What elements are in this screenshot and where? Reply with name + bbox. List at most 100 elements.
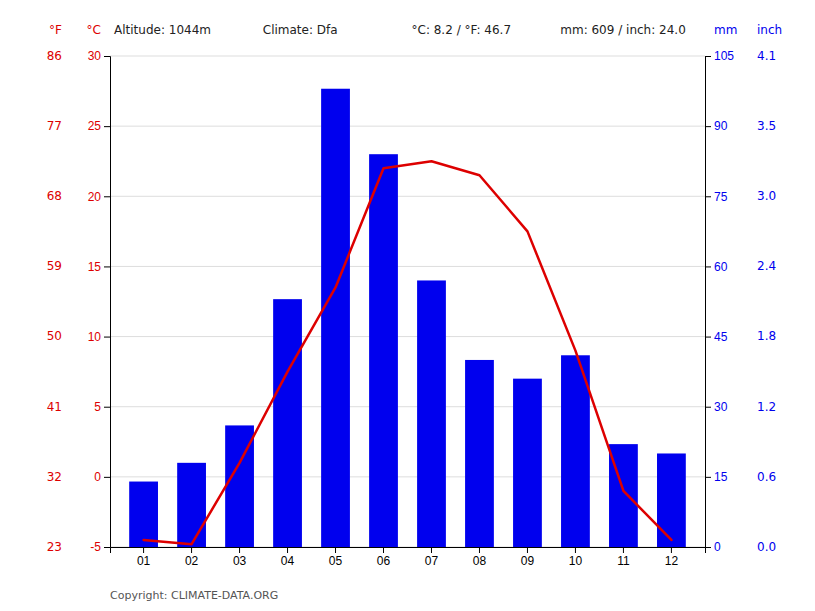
tick: 15: [88, 260, 110, 274]
tick-mark: [705, 126, 711, 127]
tick-mark: [705, 477, 711, 478]
bar: [321, 89, 350, 547]
annotation: Altitude: 1044m: [114, 23, 211, 37]
line: [144, 161, 672, 544]
tick: 90: [705, 119, 728, 133]
tick-label: 10: [569, 554, 583, 568]
tick-label: 45: [714, 330, 728, 344]
tick: 03: [233, 547, 247, 568]
grid-line: [110, 196, 705, 197]
bar: [561, 355, 590, 547]
bar: [513, 379, 542, 547]
tick-mark: [671, 547, 672, 553]
bar: [273, 299, 302, 547]
tick-label: 2.4: [757, 259, 776, 273]
annotation: mm: 609 / inch: 24.0: [560, 23, 686, 37]
tick-mark: [104, 547, 110, 548]
tick-label: 04: [281, 554, 295, 568]
tick: 45: [705, 330, 728, 344]
tick-label: 1.8: [757, 329, 776, 343]
tick: 105: [705, 49, 734, 63]
tick: 75: [705, 190, 728, 204]
tick-label: 30: [88, 49, 102, 63]
tick-label: 07: [425, 554, 439, 568]
tick-label: 90: [714, 119, 728, 133]
bar: [177, 463, 206, 547]
tick-mark: [705, 56, 711, 57]
tick-mark: [705, 337, 711, 338]
tick-label: 08: [473, 554, 487, 568]
footer: Copyright: CLIMATE-DATA.ORG: [110, 589, 278, 602]
tick-label: 03: [233, 554, 247, 568]
axis-line: [706, 57, 712, 548]
annotation: °C: 8.2 / °F: 46.7: [412, 23, 512, 37]
tick-label: 5: [94, 400, 101, 414]
tick: 11: [617, 547, 630, 568]
bars: [129, 89, 686, 547]
tick-label: 105: [714, 49, 734, 63]
plot: 010203040506070809101112-505101520253001…: [47, 49, 776, 568]
tick: 5: [94, 400, 110, 414]
tick-mark: [104, 196, 110, 197]
axis-unit: mm: [714, 23, 737, 37]
tick-label: 30: [714, 400, 728, 414]
tick: 12: [665, 547, 679, 568]
tick: 01: [137, 547, 151, 568]
tick-label: 77: [47, 119, 62, 133]
axis-unit: °C: [87, 23, 101, 37]
tick-mark: [705, 266, 711, 267]
tick-mark: [705, 196, 711, 197]
tick: 05: [329, 547, 343, 568]
axis-line: [104, 57, 111, 548]
tick-mark: [623, 547, 624, 553]
tick-label: 3.5: [757, 119, 776, 133]
tick-label: 25: [88, 119, 102, 133]
grid-line: [110, 266, 705, 267]
tick-label: 15: [714, 470, 728, 484]
tick-label: 12: [665, 554, 679, 568]
tick: 04: [281, 547, 295, 568]
tick: 06: [377, 547, 391, 568]
tick-mark: [705, 547, 711, 548]
y2-axis: 0153045607590105: [705, 49, 734, 554]
tick: 02: [185, 547, 199, 568]
tick-mark: [431, 547, 432, 553]
tick-mark: [527, 547, 528, 553]
x-axis: 01 02 03 04 05 06 07 08 09 10 11 12: [111, 547, 706, 568]
tick-label: 09: [521, 554, 535, 568]
tick-mark: [287, 547, 288, 553]
tick-label: 23: [47, 540, 62, 554]
tick-label: 32: [47, 470, 62, 484]
tick-label: 0.6: [757, 470, 776, 484]
grid-line: [110, 56, 705, 57]
tick-label: 75: [714, 190, 728, 204]
grid-line: [110, 126, 705, 127]
grid-line: [110, 336, 705, 337]
tick-label: 10: [88, 330, 102, 344]
tick: 10: [88, 330, 110, 344]
tick-label: 0: [94, 470, 101, 484]
tick-mark: [383, 547, 384, 553]
tick-label: 05: [329, 554, 343, 568]
grid: [110, 56, 705, 547]
axis-line: [111, 548, 706, 554]
y2-secondary-labels: 0.00.61.21.82.43.03.54.1: [757, 49, 776, 554]
tick-label: -5: [90, 540, 101, 554]
tick: 30: [705, 400, 728, 414]
tick-label: 1.2: [757, 400, 776, 414]
tick-mark: [239, 547, 240, 553]
tick-label: 0.0: [757, 540, 776, 554]
tick-label: 41: [47, 400, 62, 414]
grid-line: [110, 406, 705, 407]
tick-mark: [104, 337, 110, 338]
tick-mark: [143, 547, 144, 553]
tick-label: 60: [714, 260, 728, 274]
tick: 09: [521, 547, 535, 568]
tick-mark: [104, 266, 110, 267]
tick-label: 02: [185, 554, 199, 568]
tick-mark: [479, 547, 480, 553]
tick: 60: [705, 260, 728, 274]
bar: [465, 360, 494, 547]
tick-label: 06: [377, 554, 391, 568]
axis-unit: °F: [49, 23, 62, 37]
